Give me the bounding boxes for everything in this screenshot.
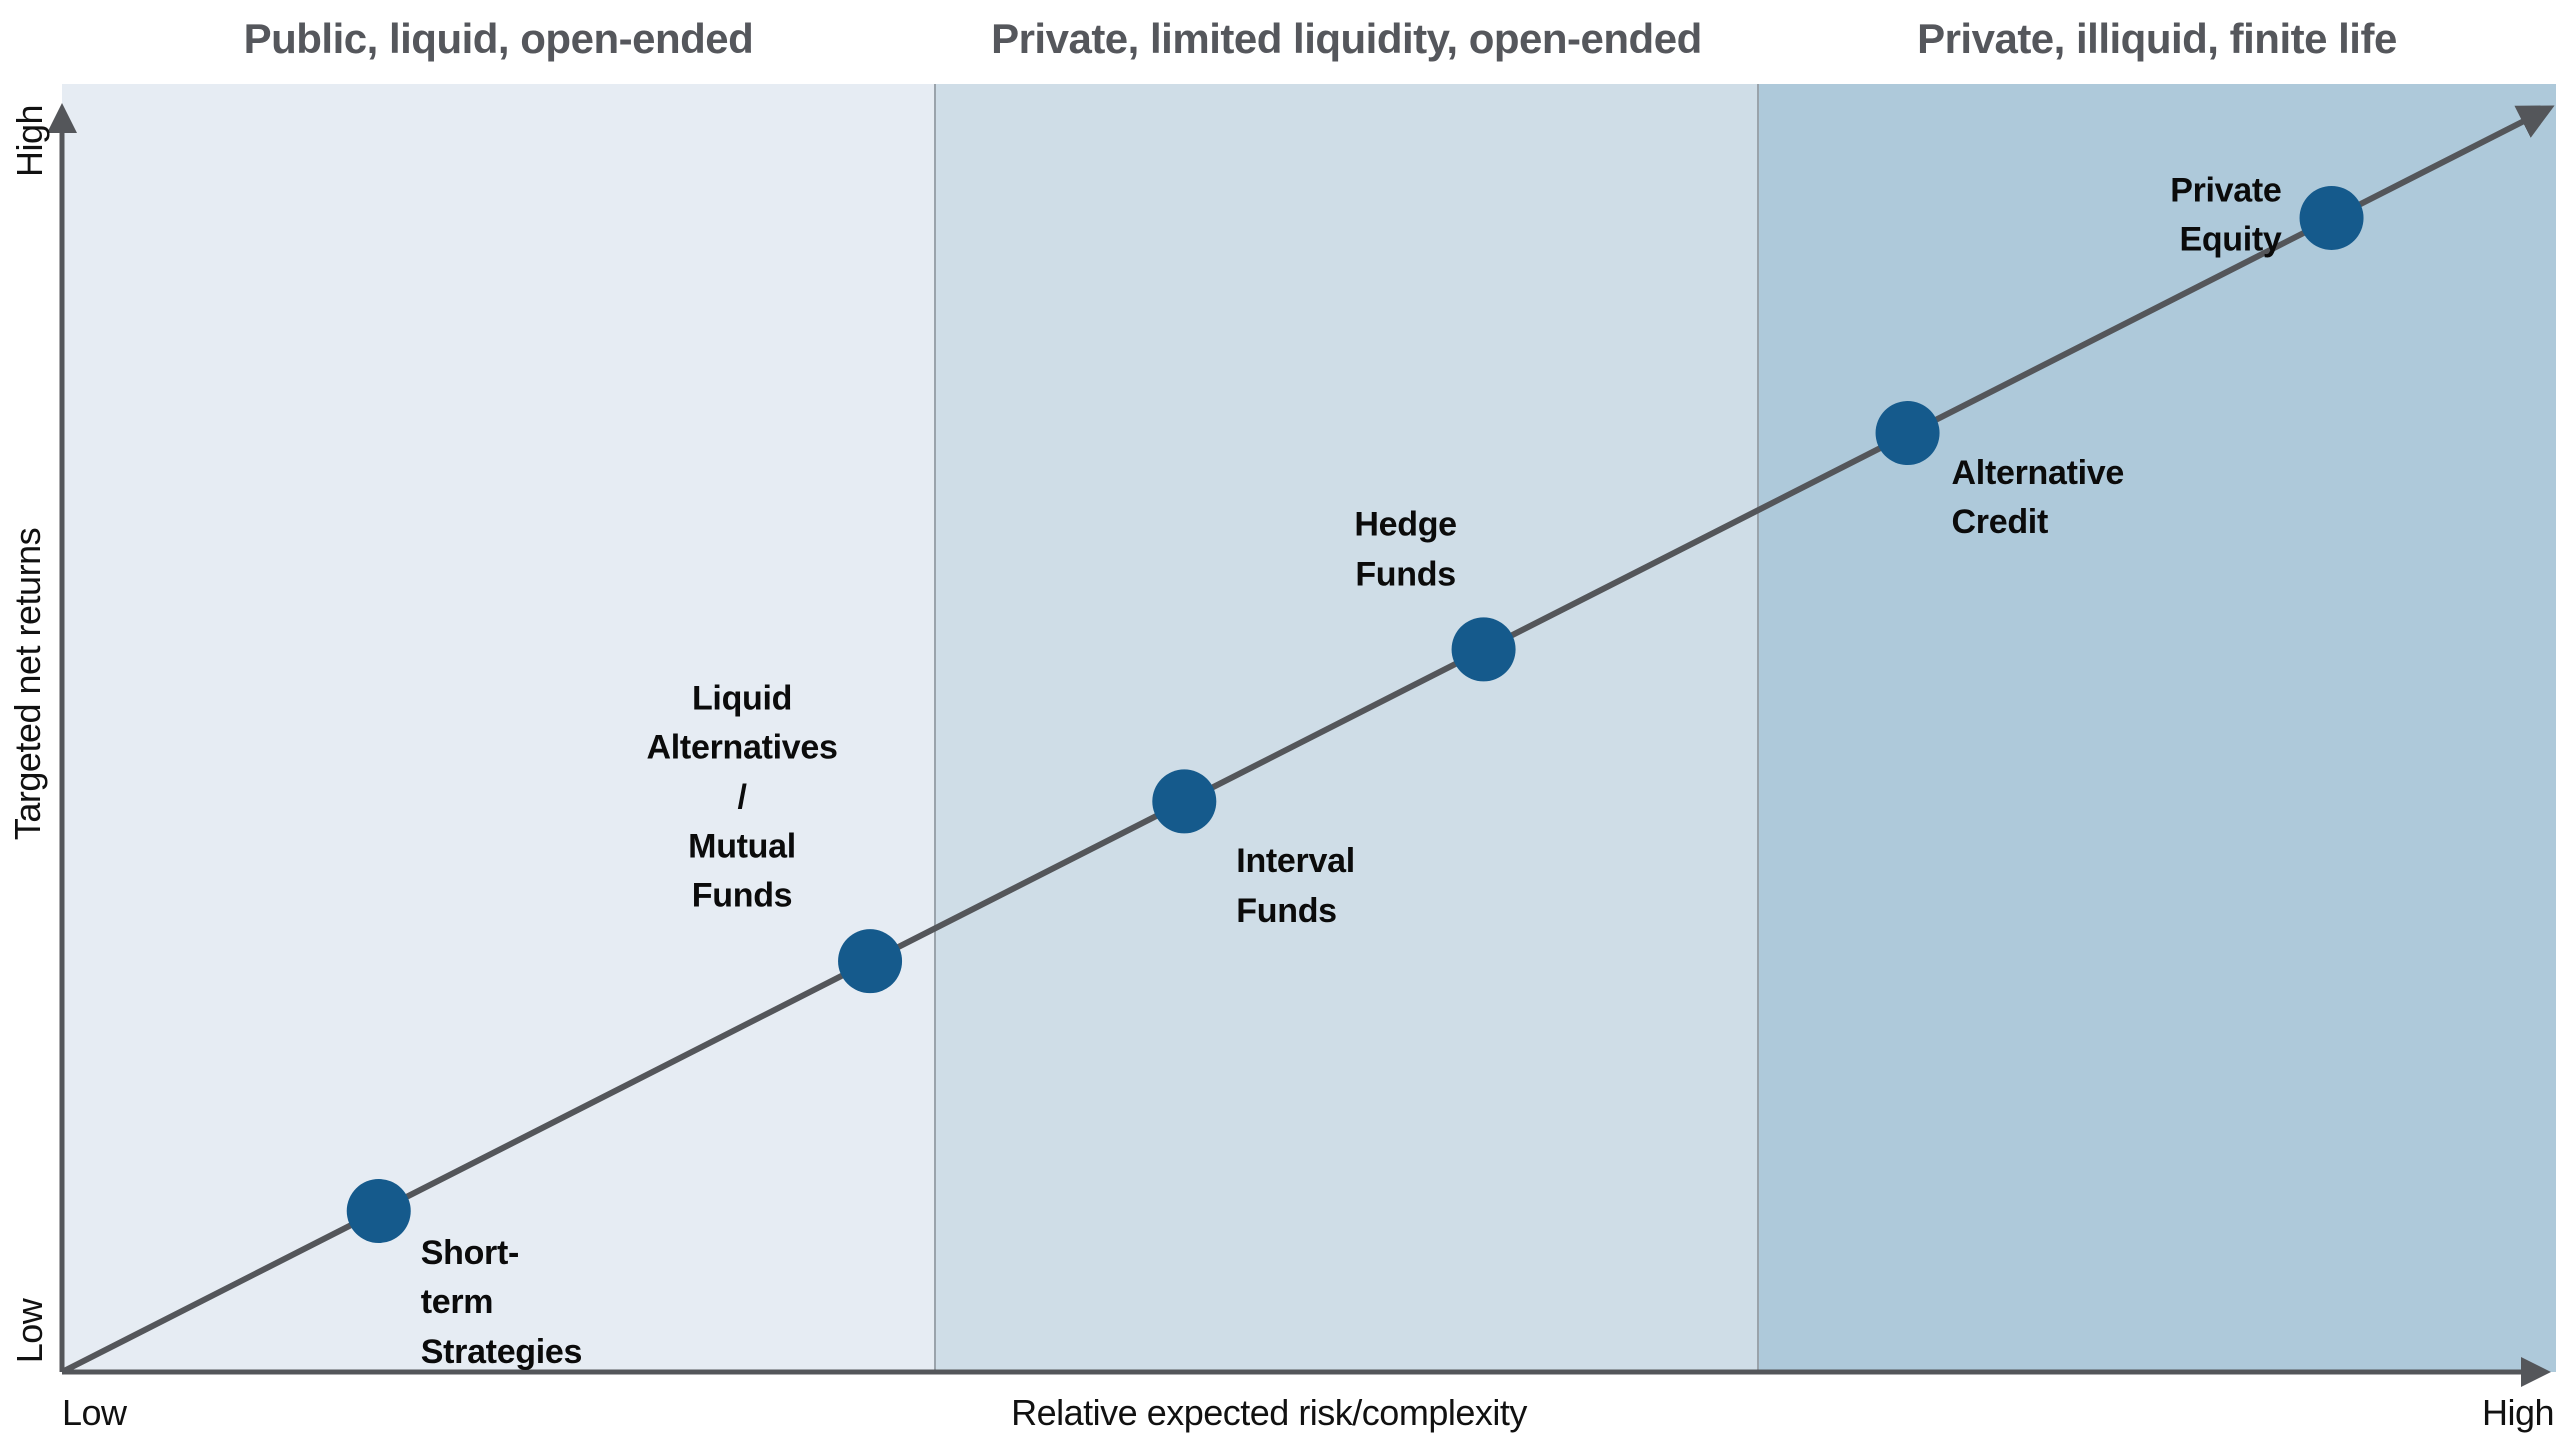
data-point-3 xyxy=(1152,769,1217,834)
band-title-2: Private, limited liquidity, open-ended xyxy=(991,15,1702,62)
band-title-3: Private, illiquid, finite life xyxy=(1917,15,2397,62)
band-region-2 xyxy=(934,84,1758,1372)
band-title-1: Public, liquid, open-ended xyxy=(243,15,754,62)
point-label-5: Alternative Credit xyxy=(1951,454,2125,542)
band-divider xyxy=(1756,84,1759,1372)
band-divider xyxy=(933,84,936,1372)
point-label-3: Interval Funds xyxy=(1236,842,1355,930)
data-point-4 xyxy=(1451,617,1516,682)
band-region-3 xyxy=(1757,84,2556,1372)
x-axis-title: Relative expected risk/complexity xyxy=(1011,1392,1527,1433)
y-axis-high-label: High xyxy=(9,104,50,178)
risk-return-trend-line xyxy=(60,105,2555,1375)
x-axis-low-label: Low xyxy=(62,1392,127,1433)
point-label-4: Hedge Funds xyxy=(1354,505,1457,594)
point-label-6: Private Equity xyxy=(2170,171,2282,259)
band-region-1 xyxy=(62,84,935,1372)
y-axis-low-label: Low xyxy=(9,1298,50,1364)
y-axis-title: Targeted net returns xyxy=(7,527,48,841)
data-point-1 xyxy=(346,1179,411,1243)
point-label-1: Short-term Strategies xyxy=(420,1234,583,1371)
data-point-2 xyxy=(838,929,903,994)
point-label-2: Liquid Alternatives / Mutual Funds xyxy=(646,679,838,915)
x-axis-high-label: High xyxy=(2481,1392,2555,1433)
band-titles: Public, liquid, open-ended Private, limit… xyxy=(0,0,2560,84)
data-point-5 xyxy=(1875,401,1940,466)
data-point-6 xyxy=(2299,185,2364,250)
